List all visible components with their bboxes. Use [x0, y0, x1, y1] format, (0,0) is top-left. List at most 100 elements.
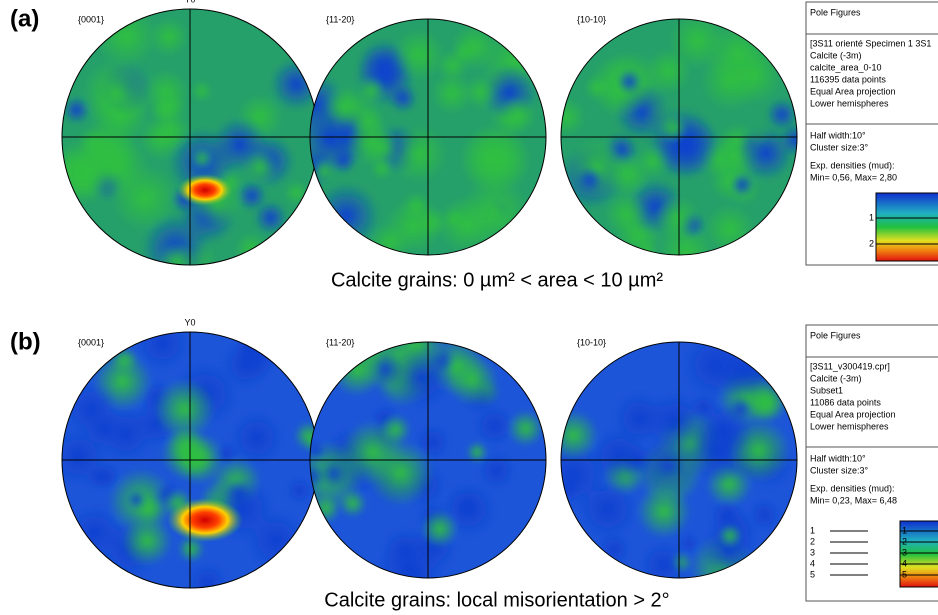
info-density: Exp. densities (mud):: [810, 483, 895, 493]
panel-label: (b): [10, 328, 41, 355]
rim: [309, 341, 547, 579]
blob: [389, 125, 448, 183]
blob: [84, 410, 123, 449]
blob: [126, 489, 147, 510]
blob: [284, 181, 309, 205]
blob: [466, 441, 488, 463]
axis-label: Y0: [184, 0, 195, 4]
pole-figure: [310, 342, 546, 578]
scale-label: 2: [902, 536, 907, 546]
maximum: [167, 498, 243, 542]
blob: [138, 115, 184, 161]
blob: [358, 76, 386, 104]
blob: [311, 158, 336, 184]
blob: [453, 40, 476, 64]
rim: [309, 18, 547, 256]
pole-figure: [561, 19, 797, 255]
info-density: Min= 0,23, Max= 6,48: [810, 495, 897, 505]
info-line: Subset1: [810, 385, 843, 395]
info-setting: Half width:10°: [810, 130, 866, 140]
blob: [367, 440, 434, 507]
blob: [710, 498, 744, 532]
contour-label: 3: [810, 547, 815, 557]
blob: [749, 388, 782, 421]
blob: [644, 391, 704, 451]
blob: [149, 17, 188, 56]
scale-label: 1: [869, 212, 874, 222]
info-setting: Cluster size:3°: [810, 465, 869, 475]
blob: [82, 58, 152, 129]
scale-label: 4: [902, 558, 907, 568]
blob: [507, 410, 544, 447]
blob: [738, 125, 794, 181]
info-line: Equal Area projection: [810, 86, 896, 96]
figure-title: {11-20}: [326, 14, 354, 24]
blob: [84, 133, 150, 199]
blob: [330, 148, 357, 174]
info-setting: Cluster size:3°: [810, 142, 869, 152]
info-line: Calcite (-3m): [810, 50, 862, 60]
blob: [85, 464, 111, 490]
rim: [560, 341, 798, 579]
texture: [561, 342, 795, 578]
blob: [700, 51, 760, 111]
blob: [577, 478, 639, 540]
blob: [561, 476, 581, 501]
pole-figure: [310, 19, 546, 255]
info-line: Lower hemispheres: [810, 98, 889, 108]
blob: [234, 332, 280, 378]
blob: [237, 180, 267, 211]
info-line: 116395 data points: [810, 74, 886, 84]
blob: [654, 195, 700, 241]
blob: [62, 96, 91, 124]
blob: [242, 149, 278, 185]
caption: Calcite grains: 0 µm² < area < 10 µm²: [331, 269, 663, 291]
info-line: 11086 data points: [810, 397, 881, 407]
blob: [416, 206, 448, 238]
blob: [561, 98, 585, 136]
blob: [235, 232, 267, 265]
blob: [499, 96, 536, 134]
texture: [310, 23, 546, 255]
blob: [693, 402, 752, 461]
blob: [214, 441, 239, 466]
blob: [136, 332, 190, 371]
contour-label: 4: [810, 558, 815, 568]
blob: [749, 499, 780, 531]
blob: [286, 477, 313, 504]
info-setting: Half width:10°: [810, 453, 866, 463]
contour-label: 2: [810, 536, 815, 546]
info-density: Min= 0,56, Max= 2,80: [810, 172, 897, 182]
scale-label: 1: [902, 525, 907, 535]
texture: [310, 342, 544, 578]
contour-label: 1: [810, 525, 815, 535]
blob: [464, 76, 497, 109]
blob: [639, 540, 688, 578]
blob: [393, 29, 445, 81]
scale-label: 5: [902, 569, 907, 579]
figure-title: {0001}: [78, 14, 104, 24]
blob: [388, 345, 453, 410]
blob: [364, 130, 401, 166]
blob: [253, 201, 288, 235]
blob: [313, 182, 380, 249]
panel-label: (a): [10, 5, 39, 32]
blob: [388, 83, 418, 113]
blob: [95, 9, 157, 67]
rim: [560, 18, 798, 256]
scale-label: 3: [902, 547, 907, 557]
blob: [681, 342, 750, 400]
blob: [178, 535, 205, 563]
blob: [474, 405, 516, 447]
figure-title: {0001}: [78, 337, 104, 347]
caption: Calcite grains: local misorientation > 2…: [324, 589, 669, 611]
blob: [636, 484, 691, 539]
axis-label: Y0: [184, 317, 195, 327]
blob: [187, 563, 228, 588]
blob: [637, 435, 699, 497]
maximum: [177, 174, 233, 206]
blob: [324, 86, 365, 126]
info-line: Lower hemispheres: [810, 421, 889, 431]
blob: [646, 48, 691, 94]
